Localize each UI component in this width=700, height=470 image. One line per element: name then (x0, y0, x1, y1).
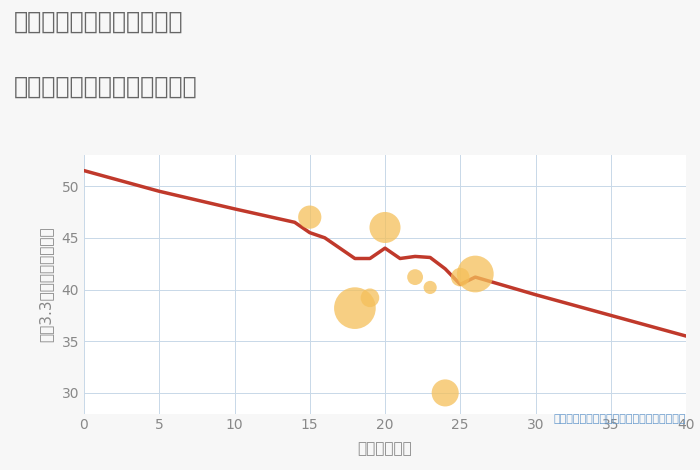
Text: 築年数別中古マンション価格: 築年数別中古マンション価格 (14, 75, 197, 99)
Y-axis label: 坪（3.3㎡）単価（万円）: 坪（3.3㎡）単価（万円） (38, 227, 53, 342)
Point (440, 389, 451, 397)
X-axis label: 築年数（年）: 築年数（年） (358, 441, 412, 456)
Point (349, 305, 360, 312)
Point (379, 224, 391, 231)
Point (410, 274, 421, 281)
Text: 円の大きさは、取引のあった物件面積を示す: 円の大きさは、取引のあった物件面積を示す (554, 414, 686, 423)
Point (470, 270, 481, 278)
Point (455, 274, 466, 281)
Point (424, 284, 435, 291)
Point (304, 213, 315, 221)
Text: 神奈川県相模原市緑区小渕: 神奈川県相模原市緑区小渕 (14, 9, 183, 33)
Point (364, 294, 375, 302)
